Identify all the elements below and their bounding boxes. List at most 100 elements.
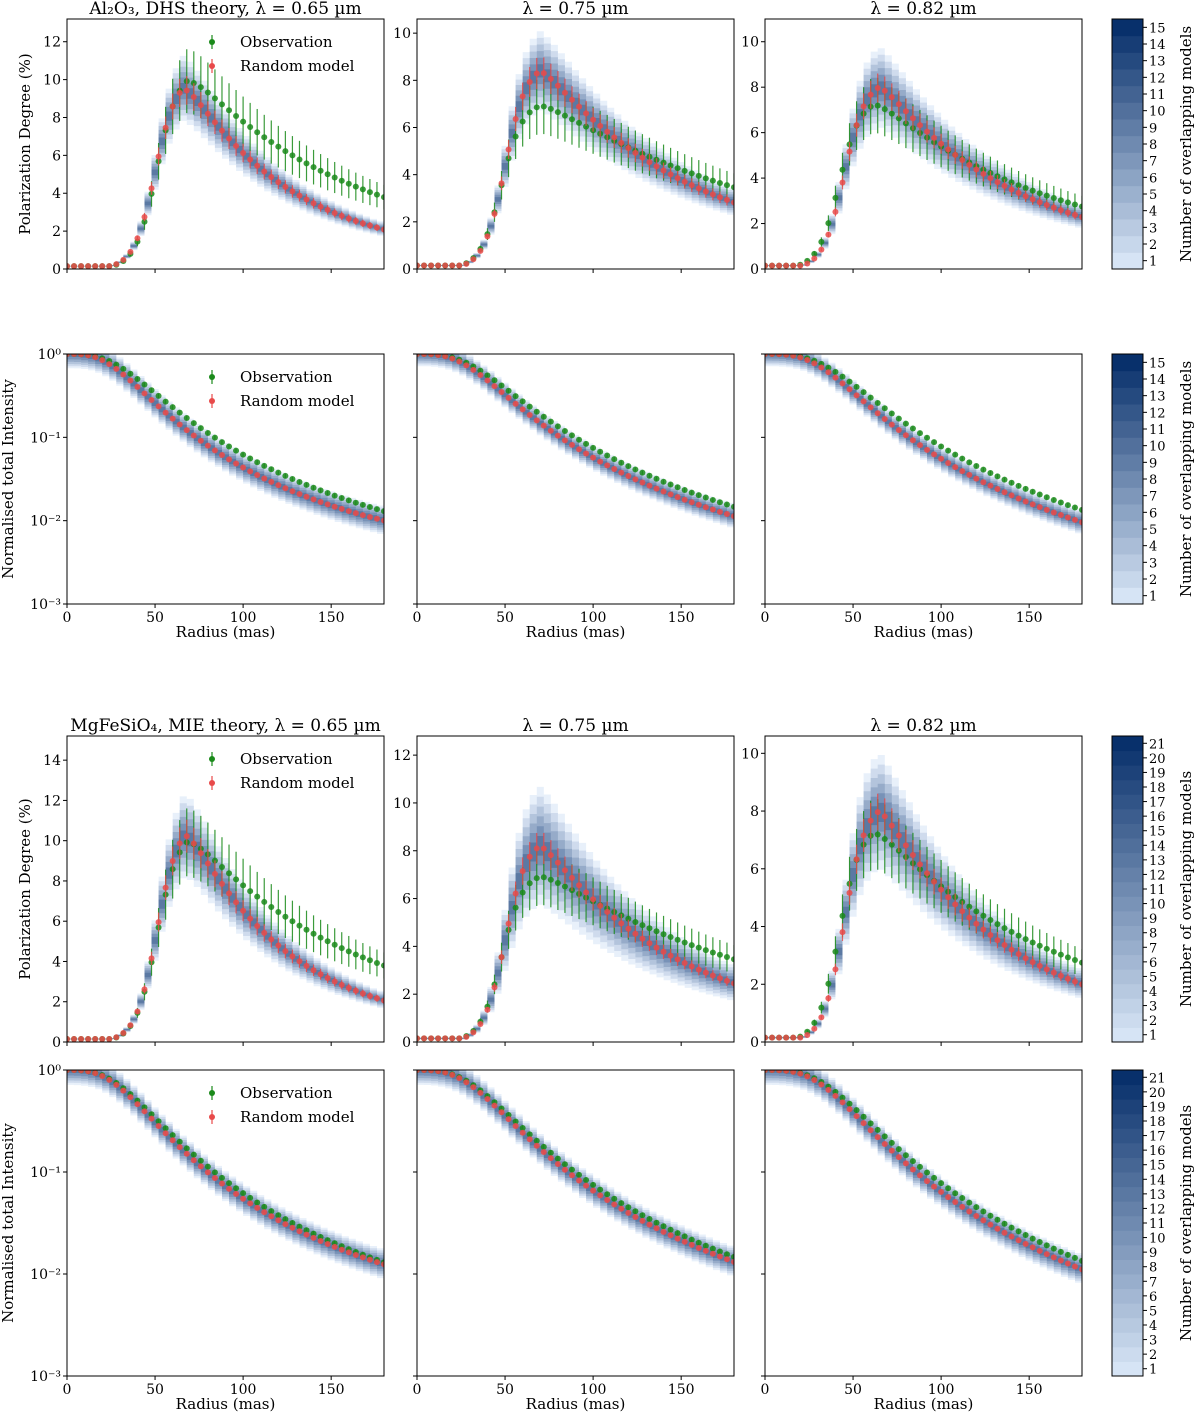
model-point [289, 953, 296, 960]
colorbar-tick-label: 10 [1149, 105, 1166, 120]
model-point [959, 156, 966, 163]
observation-point [218, 101, 225, 108]
observation-point [1022, 485, 1029, 492]
colorbar-tick-label: 4 [1149, 540, 1157, 555]
model-point [463, 1079, 470, 1086]
observation-point [526, 880, 533, 887]
model-point [1043, 966, 1050, 973]
observation-point [674, 936, 681, 943]
x-axis-label: Radius (mas) [874, 623, 974, 641]
model-point [1050, 509, 1057, 516]
legend-random-model-marker [209, 398, 215, 404]
model-point [765, 354, 768, 357]
model-point [169, 103, 176, 110]
observation-point [576, 119, 583, 126]
model-point [183, 833, 190, 840]
observation-point [846, 378, 853, 385]
observation-point [987, 470, 994, 477]
model-point [769, 262, 776, 269]
model-point [590, 896, 597, 903]
model-point [639, 1217, 646, 1224]
axes-frame [66, 353, 385, 605]
observation-point [853, 383, 860, 390]
colorbar-step [1112, 35, 1143, 53]
observation-point [632, 1208, 639, 1215]
model-point [590, 1187, 597, 1194]
observation-point [952, 1190, 959, 1197]
model-point [561, 89, 568, 96]
observation-point [1071, 201, 1078, 208]
model-point [639, 935, 646, 942]
model-point [1057, 1257, 1064, 1264]
model-point [709, 191, 716, 198]
observation-point [561, 883, 568, 890]
observation-point [352, 499, 359, 506]
model-point [512, 400, 519, 407]
model-point [226, 135, 233, 142]
x-tick-label: 0 [63, 610, 72, 626]
model-point [716, 508, 723, 515]
model-point [874, 1134, 881, 1141]
model-point [183, 87, 190, 94]
model-point [881, 813, 888, 820]
observation-point [731, 503, 734, 510]
model-point [211, 1175, 218, 1182]
observation-point [310, 1230, 317, 1237]
model-point [625, 144, 632, 151]
model-point [176, 840, 183, 847]
model-point [561, 1166, 568, 1173]
model-point [765, 1070, 768, 1073]
panel-9: 0 2 4 6 8 10 λ = 0.82 µm [741, 716, 1083, 1051]
model-point [247, 915, 254, 922]
model-band-layer [417, 31, 734, 267]
observation-point [716, 179, 723, 186]
model-point [470, 1029, 477, 1036]
observation-point [1008, 179, 1015, 186]
model-point [966, 1208, 973, 1215]
model-point [804, 1073, 811, 1080]
model-point [204, 860, 211, 867]
colorbar-tick-label: 15 [1149, 356, 1166, 371]
model-point [1008, 186, 1015, 193]
observation-point [505, 387, 512, 394]
model-point [449, 355, 456, 362]
model-point [491, 1102, 498, 1109]
colorbar-step [1112, 1288, 1143, 1304]
colorbar-tick-label: 1 [1149, 590, 1157, 605]
model-point [818, 246, 825, 253]
colorbar-step [1112, 1346, 1143, 1362]
model-point [695, 185, 702, 192]
model-point [134, 383, 141, 390]
model-point [417, 1035, 420, 1042]
colorbar-tick-label: 7 [1149, 941, 1157, 956]
model-point [226, 456, 233, 463]
y-tick-label: 10 [741, 35, 759, 51]
colorbar-step [1112, 838, 1143, 854]
model-point [695, 966, 702, 973]
observation-point [681, 1233, 688, 1240]
observation-point [366, 957, 373, 964]
model-point [1015, 189, 1022, 196]
model-point [505, 920, 512, 927]
model-point [99, 263, 106, 269]
observation-point [282, 913, 289, 920]
model-point [1064, 209, 1071, 216]
model-point [618, 469, 625, 476]
panel-title: λ = 0.75 µm [522, 0, 628, 19]
y-tick-label: 6 [402, 120, 411, 136]
colorbar-step [1112, 354, 1143, 372]
axes-frame [66, 18, 385, 270]
observation-point [646, 925, 653, 932]
model-point [1071, 978, 1078, 985]
observation-point [695, 944, 702, 951]
observation-point [618, 1200, 625, 1207]
model-point [625, 925, 632, 932]
observation-point [583, 1176, 590, 1183]
observation-point [373, 191, 380, 198]
model-point [233, 899, 240, 906]
model-point [519, 93, 526, 100]
model-point [846, 148, 853, 155]
colorbar-tick-label: 15 [1149, 1159, 1166, 1174]
colorbar-tick-label: 1 [1149, 255, 1157, 270]
